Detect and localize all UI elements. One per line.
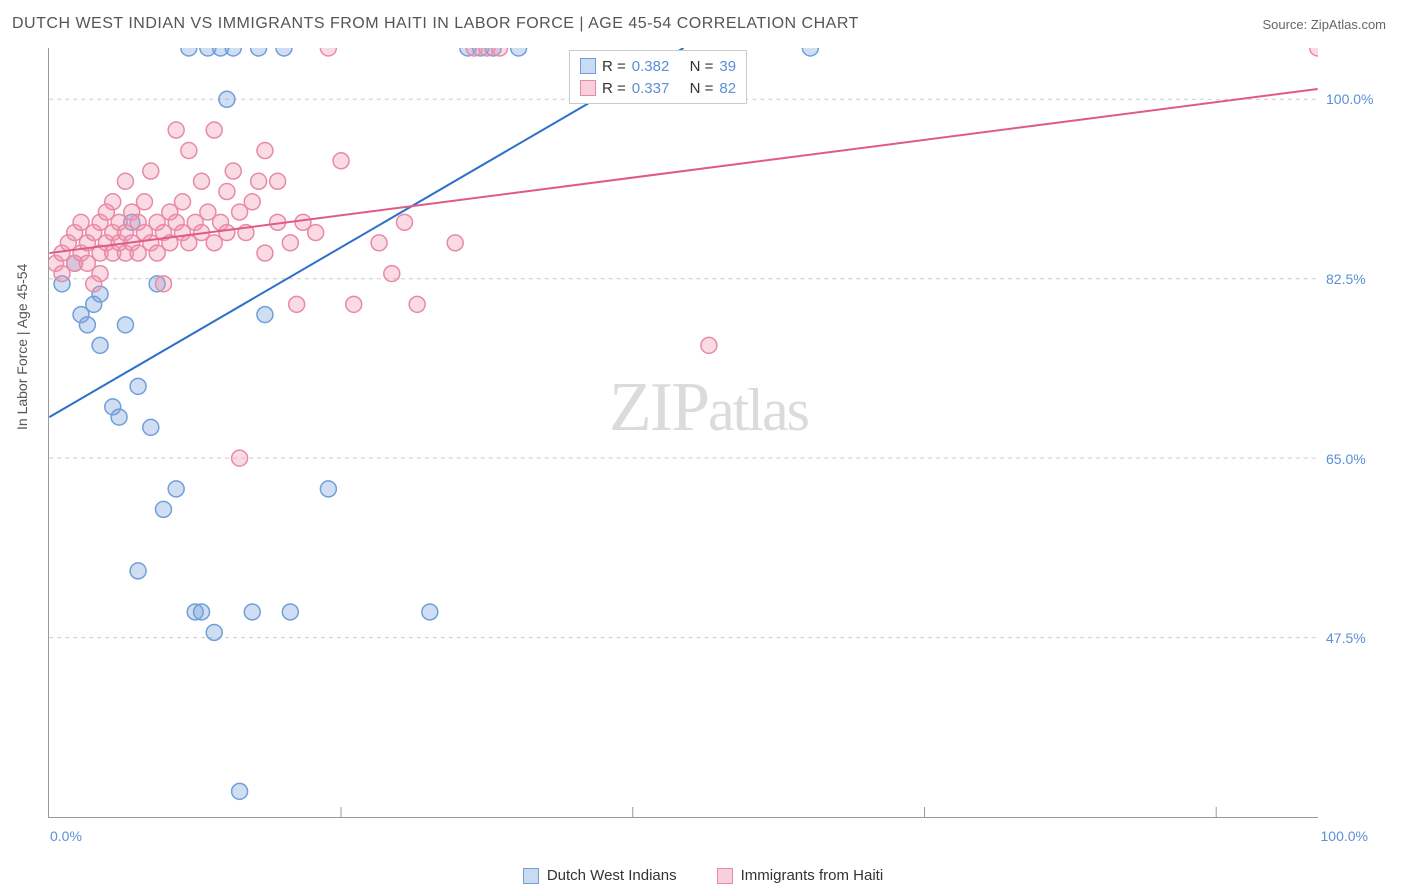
r-label: R = xyxy=(602,80,626,97)
plot-area: ZIPatlas R = 0.382 N = 39 R = 0.337 N = … xyxy=(48,48,1318,818)
n-label: N = xyxy=(690,58,714,75)
watermark-zip: ZIP xyxy=(609,369,708,446)
r-label: R = xyxy=(602,58,626,75)
y-tick-label: 100.0% xyxy=(1326,91,1373,107)
scatter-layer xyxy=(49,48,1318,817)
legend-item-1: Immigrants from Haiti xyxy=(717,867,884,884)
series-name-0: Dutch West Indians xyxy=(547,867,677,884)
y-tick-label: 82.5% xyxy=(1326,271,1366,287)
legend-item-0: Dutch West Indians xyxy=(523,867,677,884)
series-name-1: Immigrants from Haiti xyxy=(741,867,884,884)
n-label: N = xyxy=(690,80,714,97)
correlation-legend: R = 0.382 N = 39 R = 0.337 N = 82 xyxy=(569,50,747,104)
legend-row-series-1: R = 0.337 N = 82 xyxy=(580,77,736,99)
series-legend: Dutch West Indians Immigrants from Haiti xyxy=(0,867,1406,884)
swatch-series-1 xyxy=(580,80,596,96)
source-label: Source: ZipAtlas.com xyxy=(1262,17,1386,32)
x-tick-left: 0.0% xyxy=(50,828,82,844)
y-axis-label: In Labor Force | Age 45-54 xyxy=(14,264,30,430)
gridlines-layer xyxy=(49,48,1318,817)
chart-title: DUTCH WEST INDIAN VS IMMIGRANTS FROM HAI… xyxy=(12,15,859,33)
n-value-1: 82 xyxy=(719,80,736,97)
swatch-series-0-bottom xyxy=(523,868,539,884)
y-tick-label: 47.5% xyxy=(1326,630,1366,646)
swatch-series-1-bottom xyxy=(717,868,733,884)
x-tick-right: 100.0% xyxy=(1321,828,1368,844)
watermark: ZIPatlas xyxy=(609,368,808,448)
legend-row-series-0: R = 0.382 N = 39 xyxy=(580,55,736,77)
r-value-1: 0.337 xyxy=(632,80,670,97)
y-tick-label: 65.0% xyxy=(1326,451,1366,467)
watermark-atlas: atlas xyxy=(708,377,808,443)
n-value-0: 39 xyxy=(719,58,736,75)
regression-layer xyxy=(49,48,1318,817)
r-value-0: 0.382 xyxy=(632,58,670,75)
swatch-series-0 xyxy=(580,58,596,74)
